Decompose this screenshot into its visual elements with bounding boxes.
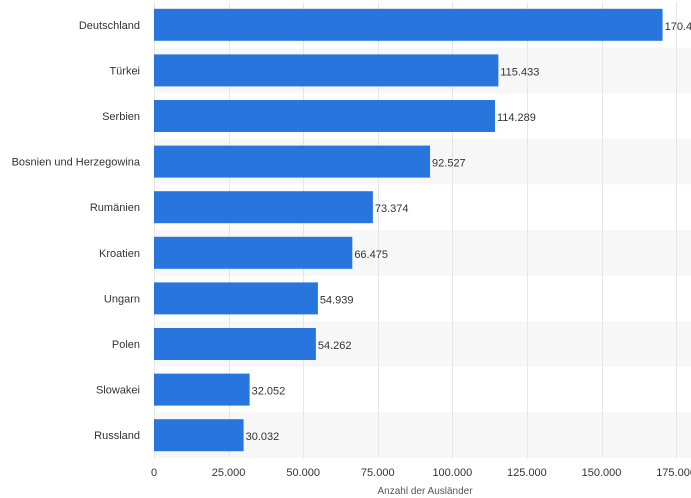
bar[interactable] <box>154 191 373 224</box>
value-label: 115.433 <box>500 66 539 78</box>
x-tick-label: 25.000 <box>212 467 246 479</box>
value-label: 114.289 <box>497 112 536 124</box>
bar[interactable] <box>154 328 316 360</box>
value-label: 32.052 <box>252 386 286 398</box>
category-label: Rumänien <box>90 202 140 214</box>
value-label: 30.032 <box>246 431 280 443</box>
x-axis-ticks: 0 25.000 50.000 75.000 100.000 125.000 150.000… <box>151 467 691 479</box>
value-labels: 170.475 115.433 114.289 92.527 73.374 66.475 5… <box>246 21 691 443</box>
x-tick-label: 175.000 <box>656 467 691 479</box>
category-labels: Deutschland Türkei Serbien Bosnien und Herz… <box>12 20 141 442</box>
category-label: Polen <box>112 339 140 351</box>
x-axis-title: Anzahl der Ausländer <box>378 486 474 497</box>
category-label: Slowakei <box>96 385 140 397</box>
value-label: 66.475 <box>354 249 388 261</box>
category-label: Serbien <box>102 111 140 123</box>
bar[interactable] <box>154 54 499 87</box>
bars <box>154 8 663 452</box>
category-label: Deutschland <box>79 20 140 32</box>
category-label: Ungarn <box>104 293 140 305</box>
bar[interactable] <box>154 8 663 41</box>
x-tick-label: 0 <box>151 467 157 479</box>
category-label: Russland <box>94 430 140 442</box>
bar[interactable] <box>154 419 244 452</box>
bar[interactable] <box>154 100 495 132</box>
value-label: 73.374 <box>375 203 409 215</box>
category-label: Bosnien und Herzegowina <box>12 157 141 169</box>
bar[interactable] <box>154 282 318 315</box>
x-tick-label: 50.000 <box>286 467 320 479</box>
value-label: 54.262 <box>318 340 352 352</box>
value-label: 92.527 <box>432 158 466 170</box>
value-label: 170.475 <box>665 21 691 33</box>
bar[interactable] <box>154 236 353 269</box>
bar[interactable] <box>154 145 431 178</box>
category-label: Kroatien <box>99 248 140 260</box>
bar[interactable] <box>154 373 250 406</box>
x-tick-label: 150.000 <box>582 467 622 479</box>
x-tick-label: 125.000 <box>507 467 547 479</box>
x-tick-label: 75.000 <box>361 467 395 479</box>
category-label: Türkei <box>109 65 140 77</box>
x-tick-label: 100.000 <box>432 467 472 479</box>
value-label: 54.939 <box>320 294 354 306</box>
